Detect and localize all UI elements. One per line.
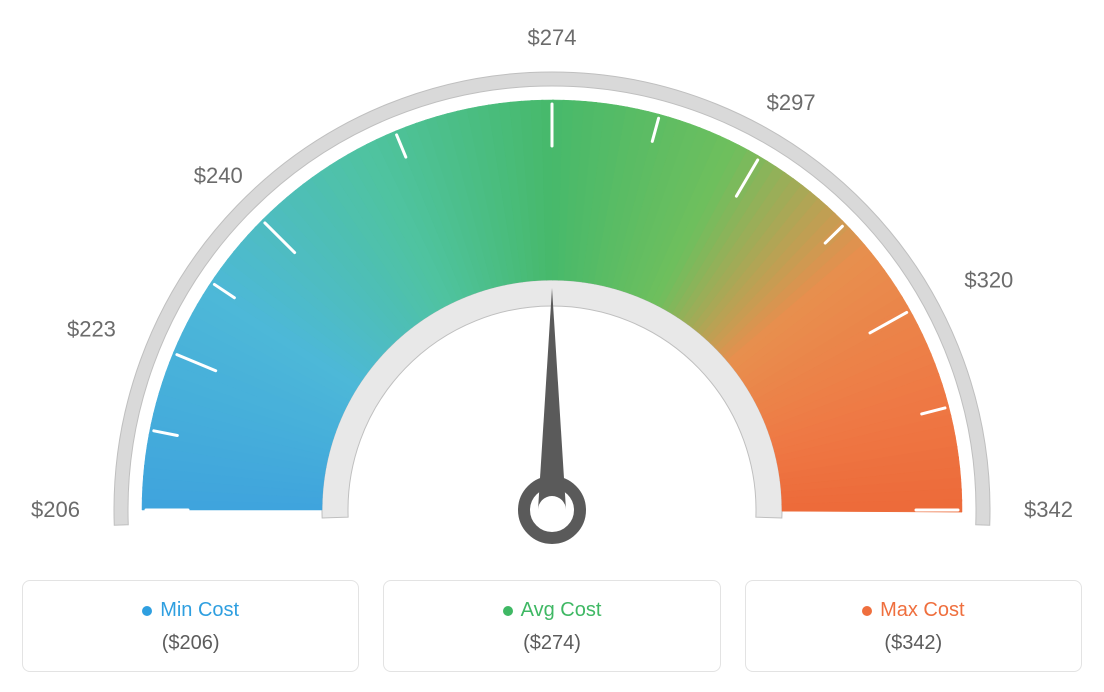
svg-text:$240: $240 <box>194 163 243 188</box>
legend-label-max: Max Cost <box>880 599 964 622</box>
legend-value-min: ($206) <box>33 632 348 655</box>
svg-text:$223: $223 <box>67 316 116 341</box>
svg-text:$206: $206 <box>31 497 80 522</box>
svg-text:$297: $297 <box>767 90 816 115</box>
legend-card-avg: Avg Cost ($274) <box>383 580 720 672</box>
legend-card-max: Max Cost ($342) <box>745 580 1082 672</box>
legend-value-max: ($342) <box>756 632 1071 655</box>
svg-text:$320: $320 <box>964 267 1013 292</box>
legend-title-max: Max Cost <box>862 599 964 622</box>
cost-gauge: $206 $223 $240 $274 $297 $320 $342 <box>22 20 1082 560</box>
legend-title-avg: Avg Cost <box>503 599 602 622</box>
legend-dot-avg <box>503 606 513 616</box>
legend-label-min: Min Cost <box>160 599 239 622</box>
legend-title-min: Min Cost <box>142 599 239 622</box>
svg-text:$342: $342 <box>1024 497 1073 522</box>
legend-label-avg: Avg Cost <box>521 599 602 622</box>
legend-row: Min Cost ($206) Avg Cost ($274) Max Cost… <box>22 580 1082 672</box>
gauge-svg: $206 $223 $240 $274 $297 $320 $342 <box>22 20 1082 560</box>
legend-card-min: Min Cost ($206) <box>22 580 359 672</box>
legend-value-avg: ($274) <box>394 632 709 655</box>
svg-text:$274: $274 <box>528 25 577 50</box>
legend-dot-max <box>862 606 872 616</box>
legend-dot-min <box>142 606 152 616</box>
